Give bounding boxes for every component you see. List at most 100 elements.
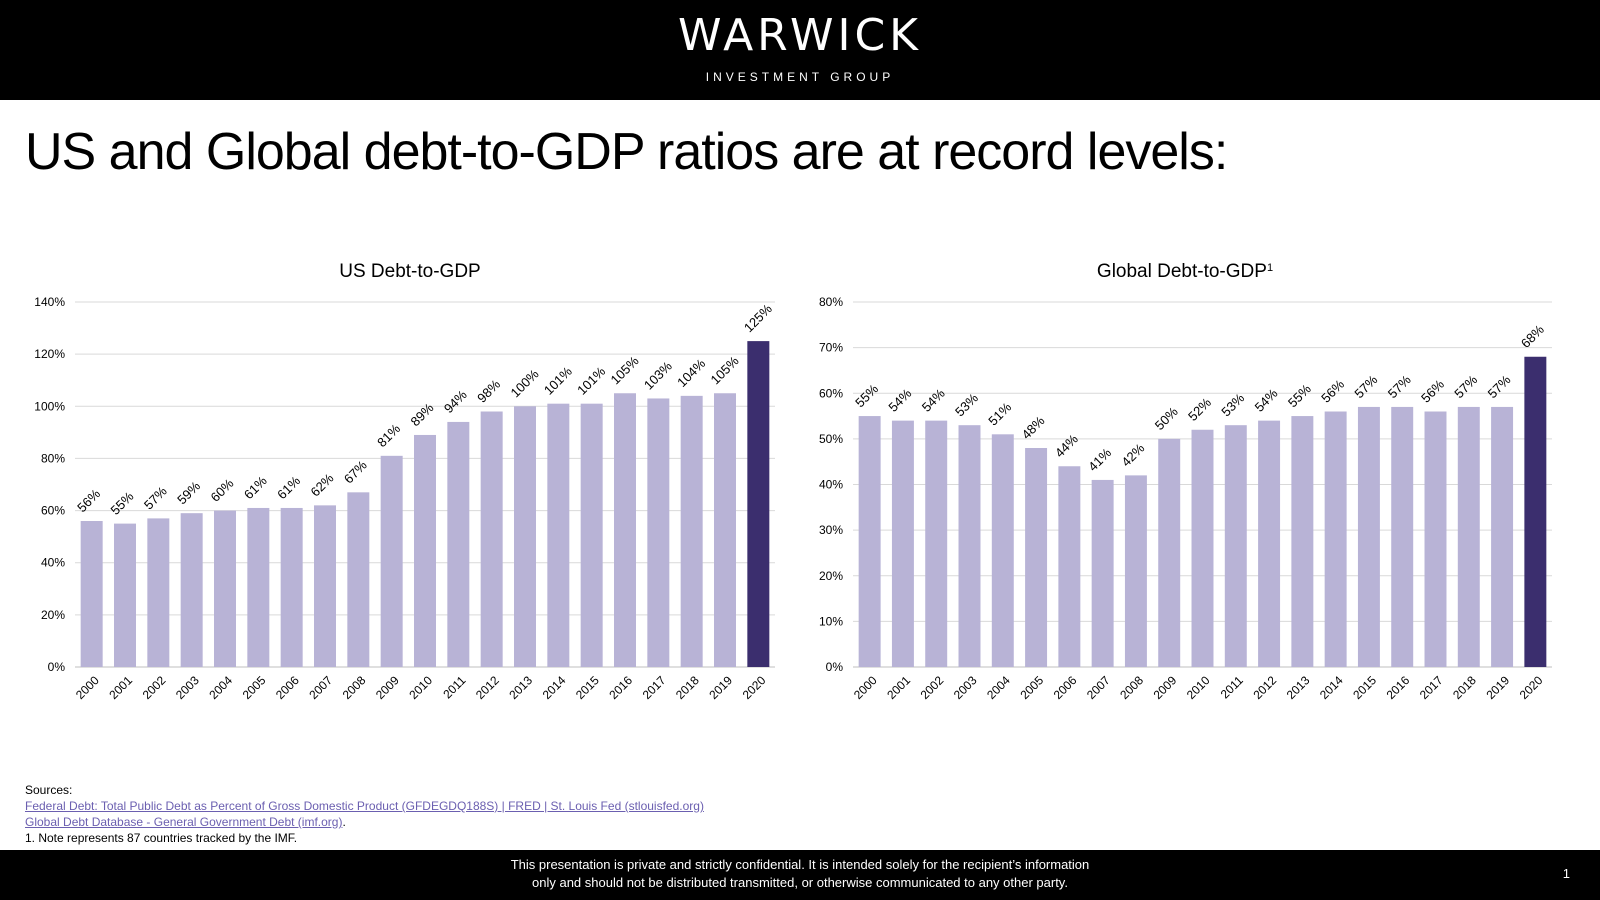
x-tick-label: 2020 [1517, 673, 1546, 702]
data-label: 89% [408, 400, 437, 429]
bar [414, 434, 436, 667]
bar [1158, 438, 1181, 667]
x-tick-label: 2004 [206, 673, 235, 702]
x-tick-label: 2010 [1184, 673, 1213, 702]
bar [1258, 420, 1281, 667]
x-tick-label: 2000 [851, 673, 880, 702]
x-tick-label: 2015 [573, 673, 602, 702]
bar [991, 434, 1014, 667]
footer-bar: This presentation is private and strictl… [0, 850, 1600, 900]
bar [114, 523, 136, 667]
data-label: 60% [208, 475, 237, 504]
y-tick-label: 30% [819, 523, 843, 537]
bar [1291, 416, 1314, 667]
data-label: 104% [674, 356, 708, 390]
data-label: 52% [1185, 395, 1214, 424]
x-tick-label: 2011 [440, 673, 468, 701]
bar [280, 507, 303, 667]
data-label: 54% [1252, 385, 1281, 414]
bar [1424, 411, 1447, 667]
data-label: 61% [241, 473, 270, 502]
y-tick-label: 70% [819, 341, 843, 355]
data-label: 53% [952, 390, 981, 419]
x-tick-label: 2012 [1250, 673, 1279, 702]
bar [247, 507, 270, 667]
y-tick-label: 0% [826, 660, 844, 674]
bar [447, 421, 470, 667]
x-tick-label: 2002 [918, 673, 947, 702]
y-tick-label: 50% [819, 432, 843, 446]
bar [314, 505, 336, 667]
source-link-imf[interactable]: Global Debt Database - General Governmen… [25, 815, 343, 829]
bar [647, 398, 670, 667]
bar [958, 425, 981, 667]
x-tick-label: 2007 [306, 673, 335, 702]
bar [180, 513, 203, 667]
data-label: 50% [1152, 404, 1181, 433]
confidentiality-line-2: only and should not be distributed trans… [532, 875, 1068, 890]
x-tick-label: 2019 [1483, 673, 1512, 702]
x-tick-label: 2006 [273, 673, 302, 702]
bar [614, 393, 636, 667]
page-title: US and Global debt-to-GDP ratios are at … [25, 123, 1228, 181]
data-label: 94% [441, 387, 470, 416]
data-label: 59% [174, 478, 203, 507]
x-tick-label: 2010 [406, 673, 435, 702]
sources-block: Sources: Federal Debt: Total Public Debt… [25, 782, 704, 846]
bar [747, 341, 770, 667]
x-tick-label: 2009 [373, 673, 402, 702]
x-tick-label: 2009 [1151, 673, 1180, 702]
bar [1357, 406, 1380, 667]
bar [925, 420, 948, 667]
brand-subtitle: INVESTMENT GROUP [705, 70, 895, 84]
data-label: 54% [885, 385, 914, 414]
x-tick-label: 2011 [1218, 673, 1246, 701]
y-tick-label: 80% [41, 451, 65, 465]
bar [147, 518, 170, 667]
data-label: 105% [708, 353, 742, 387]
data-label: 67% [341, 457, 370, 486]
bar [580, 403, 603, 667]
source-link-fred[interactable]: Federal Debt: Total Public Debt as Perce… [25, 799, 704, 813]
confidentiality-line-1: This presentation is private and strictl… [510, 857, 1090, 872]
x-tick-label: 2007 [1084, 673, 1113, 702]
data-label: 55% [852, 381, 881, 410]
y-tick-label: 60% [819, 386, 843, 400]
data-label: 61% [274, 473, 303, 502]
bar [547, 403, 570, 667]
chart-title: Global Debt-to-GDP1 [1097, 261, 1273, 282]
y-tick-label: 20% [41, 608, 65, 622]
data-label: 48% [1019, 413, 1048, 442]
bar [1224, 425, 1247, 667]
data-label: 125% [741, 301, 775, 335]
data-label: 41% [1085, 445, 1114, 474]
data-label: 55% [108, 488, 137, 517]
data-label: 57% [141, 483, 170, 512]
y-tick-label: 40% [41, 556, 65, 570]
bar [858, 416, 881, 667]
bar [380, 455, 403, 667]
bar [1058, 466, 1081, 667]
bar [214, 510, 236, 667]
data-label: 55% [1285, 381, 1314, 410]
x-tick-label: 2012 [473, 673, 502, 702]
bar [1124, 475, 1147, 667]
sources-heading: Sources: [25, 783, 73, 797]
data-label: 56% [1418, 376, 1447, 405]
charts-area: US Debt-to-GDP0%20%40%60%80%100%120%140%… [34, 261, 1552, 702]
data-label: 57% [1351, 372, 1380, 401]
header-bar: WARWICK INVESTMENT GROUP [0, 0, 1600, 100]
x-tick-label: 2013 [506, 673, 535, 702]
x-tick-label: 2018 [673, 673, 702, 702]
confidentiality-notice: This presentation is private and strictl… [400, 856, 1200, 892]
x-tick-label: 2004 [984, 673, 1013, 702]
y-tick-label: 120% [34, 347, 65, 361]
data-label: 105% [608, 353, 642, 387]
y-tick-label: 60% [41, 504, 65, 518]
x-tick-label: 2020 [740, 673, 769, 702]
data-label: 101% [541, 363, 575, 397]
data-label: 44% [1052, 431, 1081, 460]
data-label: 51% [985, 399, 1014, 428]
x-tick-label: 2016 [606, 673, 635, 702]
bar [1025, 448, 1048, 667]
